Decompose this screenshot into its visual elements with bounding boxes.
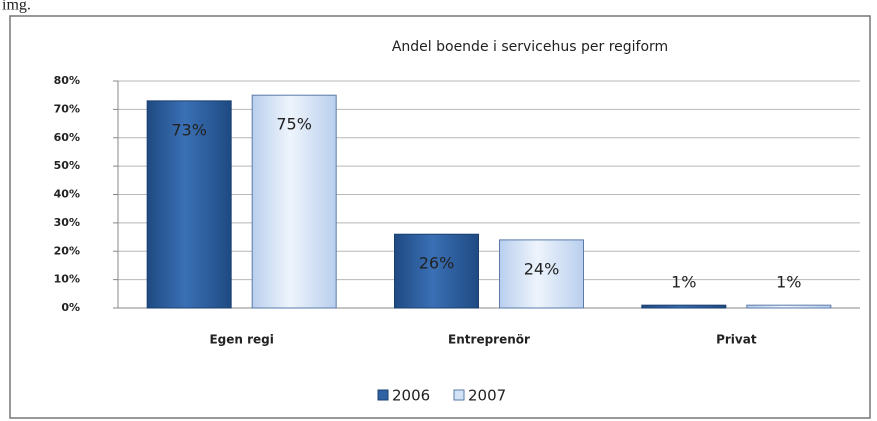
y-tick-label: 70% <box>54 102 80 115</box>
y-tick-label: 0% <box>61 301 80 314</box>
chart-frame <box>9 15 871 419</box>
value-label: 24% <box>524 259 560 278</box>
x-tick-label: Entreprenör <box>448 333 530 347</box>
bar <box>499 239 584 309</box>
legend-label: 2007 <box>468 387 506 405</box>
y-tick-label: 80% <box>54 74 80 87</box>
y-tick-label: 60% <box>54 131 80 144</box>
x-tick-label: Egen regi <box>209 333 273 347</box>
bar <box>251 94 337 309</box>
value-label: 73% <box>171 120 207 139</box>
value-label: 1% <box>776 273 801 292</box>
y-tick-label: 50% <box>54 159 80 172</box>
y-tick-label: 30% <box>54 216 80 229</box>
bar <box>746 304 832 309</box>
legend-swatch <box>377 389 389 401</box>
value-label: 1% <box>671 273 696 292</box>
y-tick-label: 40% <box>54 188 80 201</box>
y-tick-label: 20% <box>54 244 80 257</box>
x-tick-label: Privat <box>716 333 757 347</box>
bar <box>394 233 479 309</box>
bar <box>146 100 232 309</box>
legend-label: 2006 <box>392 387 430 405</box>
value-label: 26% <box>419 254 455 273</box>
legend-swatch <box>453 389 465 401</box>
y-tick-label: 10% <box>54 273 80 286</box>
value-label: 75% <box>276 115 312 134</box>
bar <box>641 304 727 309</box>
chart-title: Andel boende i servicehus per regiform <box>392 39 668 55</box>
caption: img. <box>2 0 31 14</box>
